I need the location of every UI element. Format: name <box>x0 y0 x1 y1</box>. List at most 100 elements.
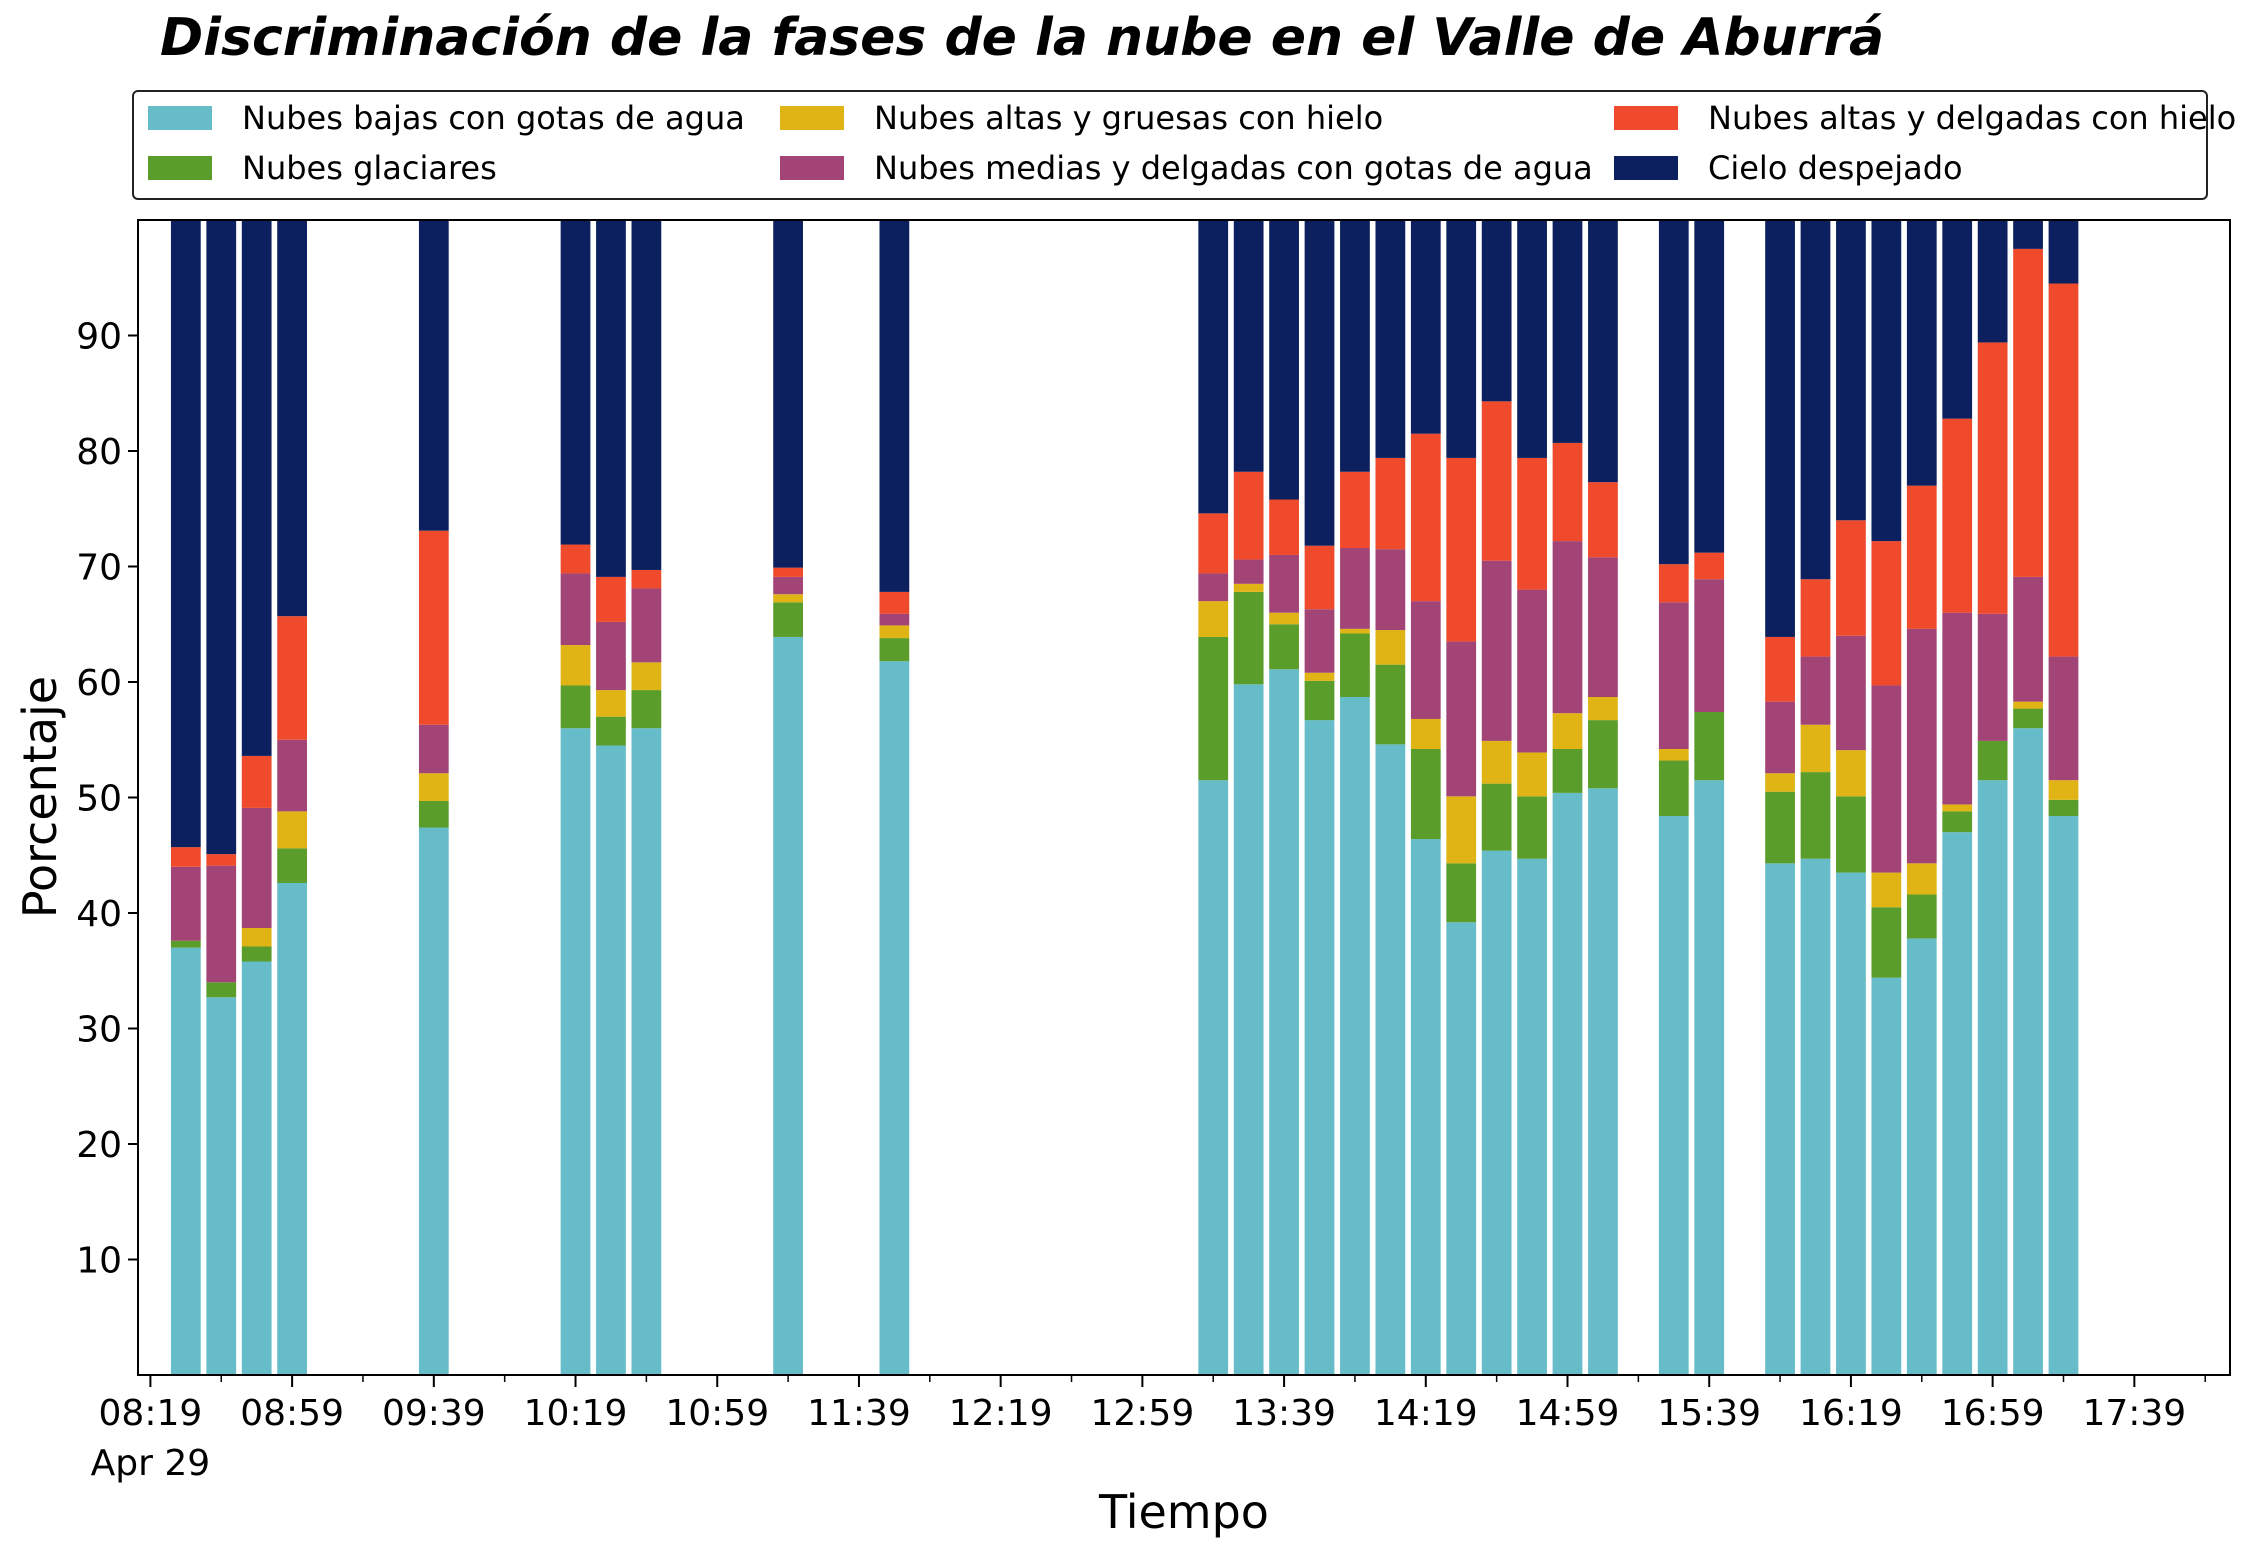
bar-segment <box>1481 560 1512 741</box>
legend-item: Nubes glaciares <box>148 146 497 190</box>
bar-segment <box>1233 471 1264 560</box>
x-tick-label: 15:39 <box>1657 1393 1761 1434</box>
bar-segment <box>560 544 591 574</box>
legend-label: Nubes altas y delgadas con hielo <box>1708 99 2237 137</box>
bar-segment <box>879 220 910 592</box>
bar-segment <box>1871 541 1902 686</box>
bar-segment <box>1800 656 1831 725</box>
bar-segment <box>1942 220 1973 419</box>
bar-segment <box>631 690 662 729</box>
bar-segment <box>2013 220 2043 249</box>
bar-segment <box>1588 220 1618 483</box>
bar-segment <box>1658 815 1689 1375</box>
bar-segment <box>1375 220 1406 458</box>
bar-segment <box>1588 697 1618 721</box>
bar-segment <box>879 625 910 639</box>
bar-segment <box>1588 720 1618 789</box>
bar-segment <box>596 220 626 577</box>
x-tick-label: 16:19 <box>1799 1393 1903 1434</box>
bar-segment <box>1198 780 1229 1375</box>
x-tick-label: 12:59 <box>1090 1393 1194 1434</box>
bar-segment <box>1340 471 1370 549</box>
bar-segment <box>1871 220 1902 542</box>
bar-segment <box>1340 633 1370 698</box>
bar-segment <box>560 728 591 1375</box>
bar-segment <box>241 807 272 929</box>
bar-segment <box>1942 811 1973 833</box>
bar-segment <box>1836 872 1866 1375</box>
bar-segment <box>277 739 307 812</box>
bar-segment <box>1765 791 1795 864</box>
bar-segment <box>241 928 272 947</box>
ticks-layer: 10 20 30 40 50 60 70 80 90 08:19 Apr 29 08:59 09:39 1… <box>76 317 2206 1484</box>
bar-segment <box>1233 583 1264 592</box>
bar-segment <box>1375 664 1406 745</box>
y-tick-label: 60 <box>76 663 122 704</box>
legend-label: Cielo despejado <box>1708 149 1963 187</box>
bar-segment <box>1588 557 1618 698</box>
bar-segment <box>2048 656 2079 781</box>
bar-segment <box>1906 220 1937 486</box>
legend-item: Nubes altas y delgadas con hielo <box>1614 96 2236 140</box>
bar-segment <box>1765 701 1795 774</box>
bar-segment <box>277 616 307 740</box>
bar-segment <box>1304 220 1335 546</box>
legend-swatch <box>148 106 212 130</box>
bar-segment <box>1446 922 1477 1375</box>
bar-segment <box>1942 804 1973 812</box>
bar-segment <box>1694 712 1725 781</box>
y-tick-label: 90 <box>76 317 122 358</box>
bar-segment <box>1517 457 1547 590</box>
bar-segment <box>241 946 272 962</box>
bar-segment <box>1552 220 1583 443</box>
y-tick-label: 70 <box>76 548 122 589</box>
bar-segment <box>1304 545 1335 610</box>
bar-segment <box>1836 750 1866 797</box>
x-tick-label: 13:39 <box>1232 1393 1336 1434</box>
bar-segment <box>1800 579 1831 657</box>
bar-segment <box>2013 701 2043 709</box>
bar-segment <box>2013 708 2043 729</box>
bar-segment <box>2048 780 2079 800</box>
x-tick-label: 08:19 <box>99 1393 203 1434</box>
bar-segment <box>1977 342 2008 614</box>
bar-segment <box>170 940 201 948</box>
bar-segment <box>1765 863 1795 1375</box>
bar-segment <box>1694 579 1725 713</box>
bar-segment <box>1552 541 1583 714</box>
bar-segment <box>1942 418 1973 613</box>
bar-segment <box>1517 589 1547 753</box>
chart-title: Discriminación de la fases de la nube en… <box>160 8 1885 68</box>
legend-item: Nubes altas y gruesas con hielo <box>780 96 1383 140</box>
bar-segment <box>1836 220 1866 521</box>
bar-segment <box>560 573 591 646</box>
legend-item: Cielo despejado <box>1614 146 1963 190</box>
bar-segment <box>1871 907 1902 978</box>
bar-segment <box>1871 872 1902 908</box>
bar-segment <box>1906 628 1937 864</box>
bar-segment <box>1906 894 1937 939</box>
bar-segment <box>170 220 201 848</box>
bar-segment <box>1694 780 1725 1375</box>
bar-segment <box>170 947 201 1375</box>
bar-segment <box>2048 815 2079 1375</box>
bar-segment <box>596 690 626 717</box>
bar-segment <box>1446 863 1477 923</box>
bar-segment <box>277 811 307 849</box>
bar-segment <box>879 661 910 1375</box>
bar-segment <box>1517 752 1547 797</box>
bar-segment <box>1233 591 1264 685</box>
bar-segment <box>631 569 662 589</box>
bar-segment <box>1446 457 1477 642</box>
bar-segment <box>1410 220 1441 434</box>
legend-label: Nubes altas y gruesas con hielo <box>874 99 1384 137</box>
bar-segment <box>1977 740 2008 781</box>
bar-segment <box>596 745 626 1375</box>
y-tick-label: 30 <box>76 1010 122 1051</box>
bar-segment <box>773 576 803 595</box>
bar-segment <box>1198 220 1229 514</box>
bar-segment <box>1233 684 1264 1375</box>
bar-segment <box>1340 220 1370 472</box>
x-tick-label: 10:59 <box>665 1393 769 1434</box>
